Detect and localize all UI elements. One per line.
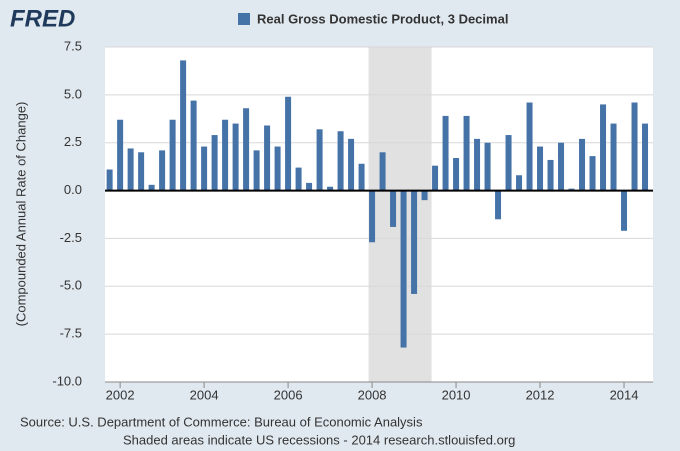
x-tick-label: 2014 (610, 387, 639, 402)
bar (106, 169, 113, 191)
bar (432, 165, 439, 191)
bar (442, 115, 449, 191)
bar (411, 190, 418, 294)
bar (463, 115, 470, 191)
bar (600, 104, 607, 191)
y-axis-label: (Compounded Annual Rate of Change) (13, 102, 28, 327)
bar (201, 146, 208, 191)
bar (484, 142, 491, 191)
bar (222, 119, 229, 191)
bar (589, 156, 596, 191)
note: Shaded areas indicate US recessions - 20… (123, 432, 515, 447)
bar (127, 148, 134, 191)
bar (631, 102, 638, 191)
y-tick-label: 2.5 (64, 134, 82, 149)
x-tick-label: 2010 (442, 387, 471, 402)
bar (369, 190, 376, 243)
bar (621, 190, 628, 231)
y-tick-label: -7.5 (60, 326, 82, 341)
bar (148, 184, 155, 191)
bar (180, 60, 187, 191)
bar (474, 138, 481, 191)
bar (558, 142, 565, 191)
x-tick-label: 2008 (358, 387, 387, 402)
y-tick-label: -5.0 (60, 278, 82, 293)
bar (295, 167, 302, 191)
y-tick-label: 5.0 (64, 86, 82, 101)
bar (159, 150, 166, 191)
bar (190, 100, 197, 191)
y-tick-label: 7.5 (64, 38, 82, 53)
bar (232, 123, 239, 191)
x-tick-label: 2006 (274, 387, 303, 402)
bar (327, 186, 334, 191)
bar (537, 146, 544, 191)
bar (547, 159, 554, 191)
x-tick-label: 2012 (526, 387, 555, 402)
legend-swatch (238, 13, 250, 25)
source: Source: U.S. Department of Commerce: Bur… (20, 414, 423, 429)
bar (421, 190, 428, 201)
bar (337, 131, 344, 191)
recession-shade (368, 47, 432, 382)
bar (306, 182, 313, 191)
bar (579, 138, 586, 191)
bar (516, 175, 523, 191)
legend-label: Real Gross Domestic Product, 3 Decimal (257, 11, 508, 26)
bar (316, 129, 323, 191)
bar (526, 102, 533, 191)
bar (264, 125, 271, 191)
bar (495, 190, 502, 220)
bar (243, 108, 250, 191)
bar (453, 158, 460, 191)
x-tick-label: 2002 (106, 387, 135, 402)
bar (379, 152, 386, 191)
bar (211, 135, 218, 191)
bar (642, 123, 649, 191)
y-tick-label: -10.0 (52, 373, 82, 388)
bar (400, 190, 407, 348)
bar (390, 190, 397, 227)
bar (285, 96, 292, 191)
bar (348, 138, 355, 191)
bar (169, 119, 176, 191)
y-tick-label: 0.0 (64, 182, 82, 197)
bar (117, 119, 124, 191)
logo: FRED (10, 5, 75, 32)
bar (358, 163, 365, 191)
x-tick-label: 2004 (190, 387, 219, 402)
bar (253, 150, 260, 191)
bar (610, 123, 617, 191)
bar (505, 135, 512, 191)
bar (274, 146, 281, 191)
bar (138, 152, 145, 191)
y-tick-label: -2.5 (60, 230, 82, 245)
